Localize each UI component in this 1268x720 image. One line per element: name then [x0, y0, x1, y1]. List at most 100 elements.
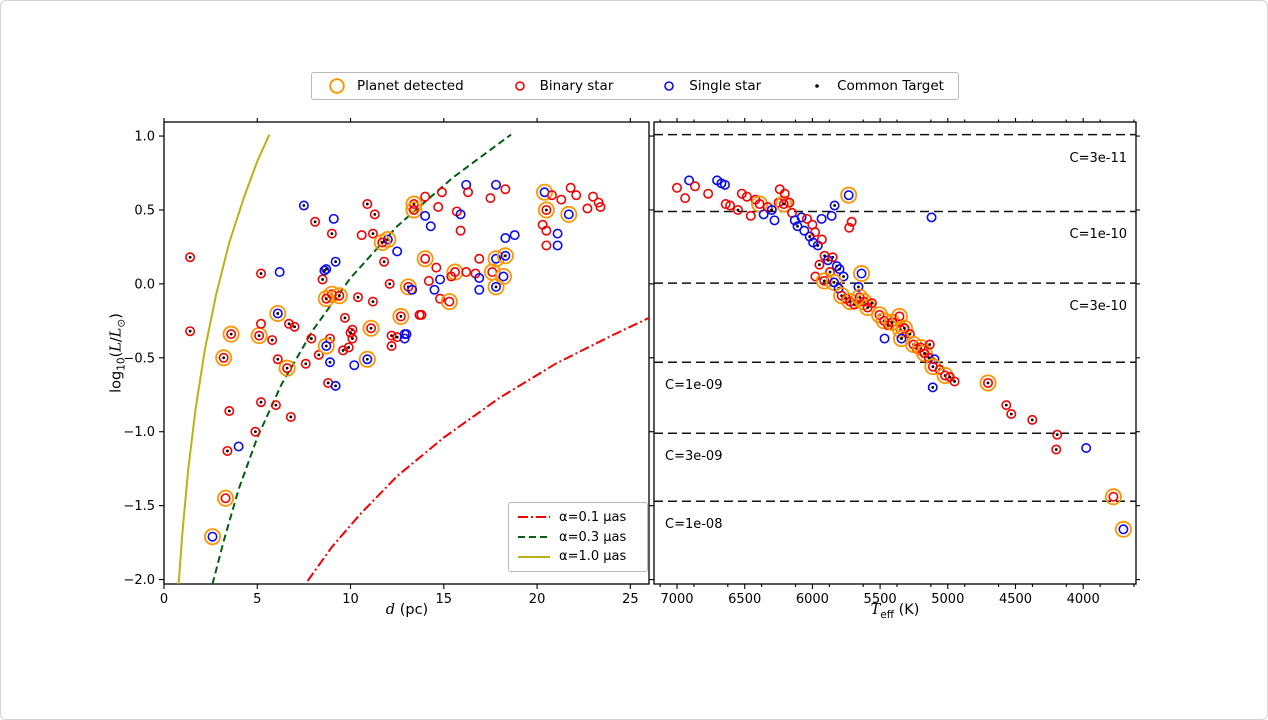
planet-detected-ring [890, 307, 908, 325]
binary-star-marker [595, 202, 606, 213]
binary-star-marker [546, 190, 557, 201]
scatter-point [298, 200, 309, 211]
binary-star-marker [185, 326, 196, 337]
scatter-point [435, 293, 446, 304]
scatter-point [741, 191, 752, 202]
binary-star-marker [300, 358, 311, 369]
binary-star-marker [816, 234, 827, 245]
single-star-marker [233, 441, 244, 452]
binary-star-marker [934, 364, 945, 375]
scatter-point [1051, 444, 1062, 455]
scatter-point [496, 247, 514, 265]
scatter-point [256, 318, 267, 329]
scatter-point [827, 252, 838, 263]
scatter-point [1104, 488, 1122, 506]
single-star-marker [1081, 442, 1092, 453]
legend-item-common: Common Target [806, 75, 944, 97]
scatter-point [319, 265, 330, 276]
binary-star-marker [556, 194, 567, 205]
scatter-point [330, 287, 348, 305]
scatter-point [392, 246, 403, 257]
common-target-dot [796, 224, 799, 228]
single-star-marker [926, 212, 937, 223]
binary-star-marker [827, 252, 838, 263]
sun-symbol: ⊙ [115, 318, 128, 328]
binary-star-marker [256, 397, 267, 408]
binary-star-marker [588, 191, 599, 202]
scatter-point [326, 228, 337, 239]
scatter-point [455, 209, 466, 220]
scatter-point [362, 319, 380, 337]
scatter-point [814, 259, 825, 270]
scatter-point [541, 225, 552, 236]
planet-detected-ring [840, 186, 858, 204]
tick-label: 0.0 [134, 277, 155, 292]
common-target-dot [822, 279, 826, 283]
scatter-point [552, 240, 563, 251]
binary-star-marker [185, 252, 196, 263]
common-target-dot [343, 316, 347, 320]
binary-star-marker [386, 330, 397, 341]
scatter-point [399, 333, 410, 344]
single-star-marker [349, 360, 360, 371]
scatter-point [405, 201, 423, 219]
line-legend-row: α=0.1 μas [517, 510, 639, 525]
binary-star-marker [784, 197, 795, 208]
binary-star-marker [894, 311, 905, 322]
scatter-point [703, 188, 714, 199]
scatter-point [446, 271, 457, 282]
common-target-dot [736, 208, 740, 212]
single-star-marker [831, 261, 842, 272]
scatter-point [185, 326, 196, 337]
line-style-swatch-icon [518, 536, 550, 538]
binary-star-marker [362, 199, 373, 210]
single-star-marker [826, 210, 837, 221]
binary-star-marker [267, 335, 278, 346]
binary-star-marker [672, 182, 683, 193]
scatter-point [487, 278, 505, 296]
single-star-marker [853, 281, 864, 292]
planet-detected-ring [405, 201, 423, 219]
scatter-point [546, 190, 557, 201]
common-target-dot [1055, 433, 1059, 437]
binary-star-marker [810, 227, 821, 238]
legend-item-planet: Planet detected [326, 75, 464, 97]
tick-label: 25 [622, 592, 639, 607]
scatter-point [423, 275, 434, 286]
scatter-point [392, 307, 410, 325]
scatter-point [317, 290, 335, 308]
planet-detected-ring [537, 201, 555, 219]
scatter-point [379, 256, 390, 267]
binary-star-marker [256, 318, 267, 329]
single-star-marker [382, 234, 393, 245]
binary-star-marker [866, 298, 877, 309]
scatter-point [317, 274, 328, 285]
scatter-point [537, 201, 555, 219]
scatter-point [416, 250, 434, 268]
planet-detected-ring [217, 489, 235, 507]
single-star-marker [274, 267, 285, 278]
planet-detected-ring [936, 367, 954, 385]
common-target-dot [382, 260, 386, 264]
binary-star-marker [254, 330, 265, 341]
common-target-dot [324, 297, 328, 301]
y-axis-label: log10(L/L⊙) [108, 313, 128, 393]
binary-star-marker [732, 204, 743, 215]
scatter-point [373, 233, 391, 251]
scatter-point [455, 225, 466, 236]
common-target-dot [390, 344, 393, 348]
single-star-marker [500, 233, 511, 244]
planet-detected-ring [215, 349, 233, 367]
binary-star-marker [571, 190, 582, 201]
binary-star-marker [313, 349, 324, 360]
common-target-dot [337, 294, 341, 298]
scatter-point [429, 284, 440, 295]
scatter-point [834, 264, 845, 275]
common-target-dot [399, 315, 403, 318]
scatter-point [766, 204, 777, 215]
legend-item-label: Single star [689, 78, 762, 94]
common-target-dot [274, 403, 278, 407]
single-star-marker [927, 382, 938, 393]
scatter-point [283, 318, 294, 329]
